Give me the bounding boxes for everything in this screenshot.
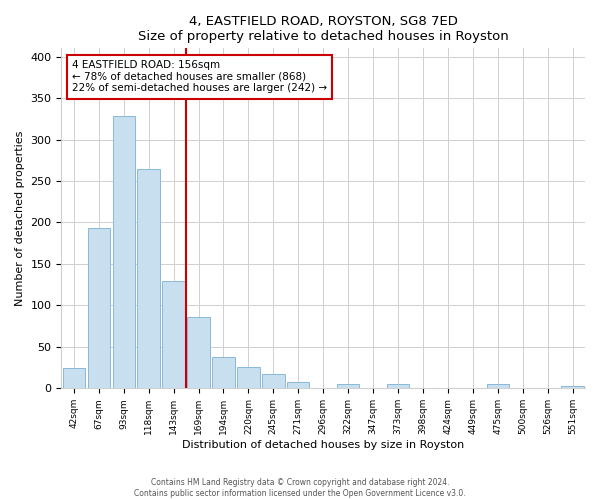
- Text: Contains HM Land Registry data © Crown copyright and database right 2024.
Contai: Contains HM Land Registry data © Crown c…: [134, 478, 466, 498]
- Bar: [237, 367, 260, 388]
- Bar: [262, 374, 284, 388]
- Title: 4, EASTFIELD ROAD, ROYSTON, SG8 7ED
Size of property relative to detached houses: 4, EASTFIELD ROAD, ROYSTON, SG8 7ED Size…: [138, 15, 509, 43]
- Text: 4 EASTFIELD ROAD: 156sqm
← 78% of detached houses are smaller (868)
22% of semi-: 4 EASTFIELD ROAD: 156sqm ← 78% of detach…: [72, 60, 327, 94]
- Bar: [62, 368, 85, 388]
- Bar: [562, 386, 584, 388]
- X-axis label: Distribution of detached houses by size in Royston: Distribution of detached houses by size …: [182, 440, 464, 450]
- Bar: [287, 382, 310, 388]
- Bar: [487, 384, 509, 388]
- Bar: [187, 317, 210, 388]
- Bar: [163, 280, 185, 388]
- Y-axis label: Number of detached properties: Number of detached properties: [15, 130, 25, 306]
- Bar: [212, 357, 235, 388]
- Bar: [113, 116, 135, 388]
- Bar: [137, 168, 160, 388]
- Bar: [337, 384, 359, 388]
- Bar: [88, 228, 110, 388]
- Bar: [387, 384, 409, 388]
